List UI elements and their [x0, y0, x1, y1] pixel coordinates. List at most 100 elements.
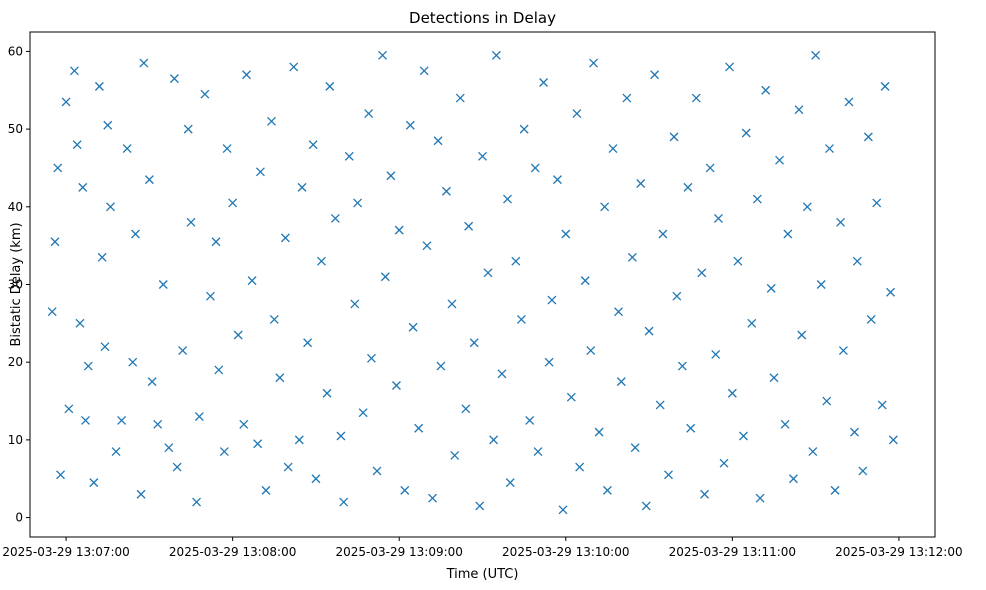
- data-point: [56, 470, 65, 480]
- data-point: [830, 485, 840, 495]
- data-point: [616, 377, 626, 387]
- data-point: [336, 431, 346, 441]
- data-point: [844, 97, 854, 107]
- data-point: [422, 241, 432, 251]
- data-point: [294, 435, 304, 445]
- data-point: [503, 194, 512, 204]
- data-point: [822, 396, 832, 406]
- data-point: [147, 377, 157, 387]
- data-point: [669, 132, 679, 142]
- data-point: [780, 419, 790, 429]
- data-point: [586, 346, 596, 355]
- data-point: [222, 144, 232, 153]
- data-point: [308, 140, 318, 150]
- data-point: [122, 144, 132, 153]
- data-point: [339, 497, 349, 507]
- data-point: [394, 225, 404, 235]
- data-point: [391, 381, 401, 390]
- data-point: [103, 120, 113, 130]
- data-point: [380, 272, 390, 282]
- data-point: [178, 346, 188, 355]
- data-point: [172, 462, 182, 472]
- data-point: [75, 318, 85, 328]
- data-point: [214, 365, 224, 375]
- data-point: [808, 447, 818, 456]
- data-point: [89, 478, 99, 488]
- data-point: [788, 474, 798, 484]
- data-point: [353, 198, 363, 208]
- data-point: [414, 423, 424, 433]
- data-point: [330, 214, 340, 223]
- data-point: [811, 50, 821, 60]
- data-point: [769, 373, 779, 383]
- data-point: [650, 70, 660, 80]
- data-point: [775, 155, 784, 165]
- data-point: [825, 144, 834, 153]
- x-tick-label: 2025-03-29 13:10:00: [502, 545, 629, 559]
- data-point: [297, 182, 307, 192]
- data-point: [700, 489, 710, 499]
- data-point: [727, 388, 737, 398]
- data-point: [519, 124, 529, 134]
- data-point: [516, 315, 526, 324]
- data-point: [733, 256, 743, 266]
- data-point: [325, 81, 335, 91]
- data-point: [194, 412, 204, 422]
- data-point: [253, 439, 263, 449]
- x-tick-label: 2025-03-29 13:09:00: [335, 545, 462, 559]
- data-point: [580, 276, 590, 286]
- data-point: [664, 470, 673, 480]
- data-point: [497, 369, 507, 379]
- data-point: [455, 93, 465, 103]
- data-point: [311, 474, 321, 484]
- y-tick-label: 30: [8, 278, 23, 292]
- data-point: [858, 466, 868, 476]
- data-point: [283, 462, 293, 472]
- x-tick-label: 2025-03-29 13:08:00: [169, 545, 296, 559]
- data-point: [139, 58, 149, 68]
- data-point: [50, 237, 60, 247]
- data-point: [533, 447, 543, 456]
- data-point: [475, 501, 485, 511]
- data-point: [433, 136, 443, 146]
- data-point: [697, 268, 707, 278]
- data-point: [192, 497, 202, 507]
- plot-frame: [29, 31, 936, 538]
- data-point: [572, 109, 582, 119]
- data-point: [303, 338, 313, 348]
- data-point: [400, 485, 410, 495]
- data-point: [419, 66, 429, 76]
- data-point: [280, 233, 290, 243]
- data-point: [136, 489, 146, 499]
- data-point: [686, 423, 696, 433]
- data-point: [836, 217, 846, 227]
- data-point: [491, 50, 501, 60]
- data-point: [117, 416, 127, 425]
- data-point: [408, 322, 418, 332]
- data-point: [838, 346, 848, 355]
- data-point: [547, 295, 557, 305]
- data-point: [169, 74, 179, 84]
- y-tick-label: 0: [15, 511, 23, 525]
- y-tick-label: 20: [8, 355, 23, 369]
- data-point: [378, 50, 388, 60]
- data-point: [158, 280, 168, 289]
- data-point: [644, 326, 654, 336]
- data-point: [242, 70, 251, 80]
- y-tick-label: 10: [8, 433, 23, 447]
- data-point: [755, 493, 765, 503]
- data-point: [153, 419, 163, 429]
- data-point: [255, 167, 265, 177]
- data-point: [866, 315, 876, 324]
- data-point: [205, 291, 215, 301]
- data-point: [877, 400, 887, 410]
- data-point: [219, 447, 229, 456]
- data-point: [267, 116, 276, 126]
- data-point: [636, 179, 646, 188]
- data-point: [658, 229, 668, 239]
- data-point: [183, 124, 193, 134]
- data-point: [872, 198, 882, 208]
- data-point: [450, 450, 460, 460]
- data-point: [622, 93, 632, 103]
- data-point: [111, 447, 121, 456]
